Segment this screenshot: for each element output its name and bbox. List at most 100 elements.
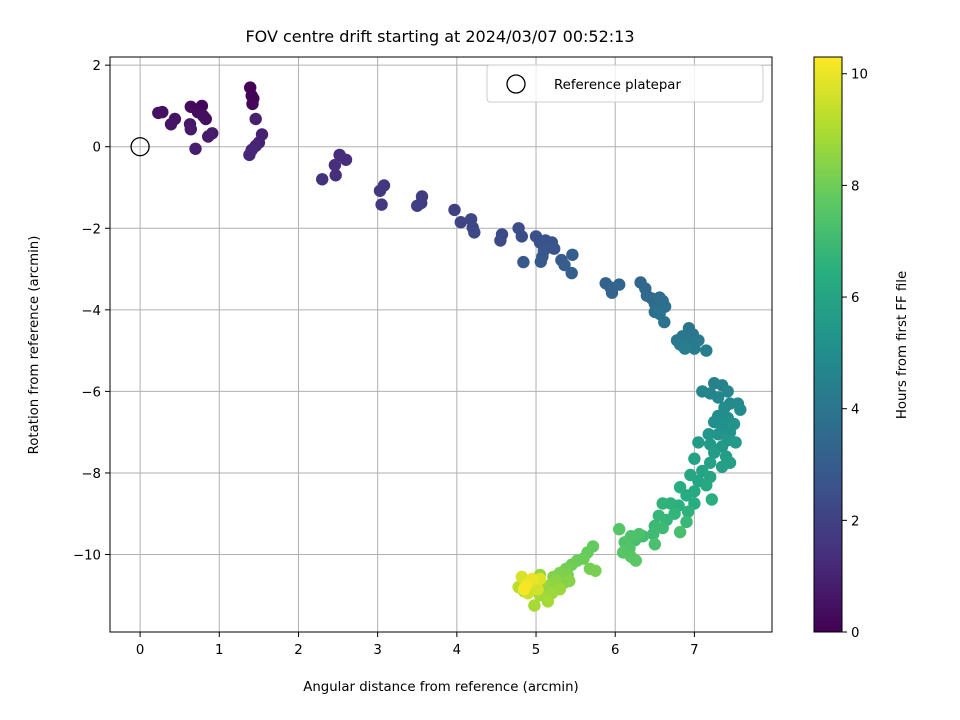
- y-tick-label: −10: [73, 549, 101, 564]
- data-point: [681, 505, 695, 518]
- data-point: [647, 527, 660, 541]
- data-point: [605, 286, 619, 299]
- y-tick-label: 0: [93, 141, 101, 156]
- data-point: [589, 564, 602, 577]
- data-point: [339, 153, 353, 166]
- data-point: [648, 538, 661, 551]
- x-axis: 0 1 2 3 4 5 6 7: [136, 632, 699, 658]
- data-point: [688, 342, 701, 355]
- x-tick-label: 3: [373, 643, 381, 658]
- data-point: [652, 509, 665, 522]
- data-point: [673, 525, 687, 539]
- data-point: [448, 203, 461, 217]
- y-tick-label: −8: [81, 467, 101, 482]
- data-point: [566, 248, 579, 261]
- data-point: [558, 258, 571, 272]
- data-point: [565, 266, 578, 280]
- data-point: [705, 493, 718, 506]
- data-point: [563, 574, 576, 588]
- grid: [110, 57, 772, 632]
- chart-title: FOV centre drift starting at 2024/03/07 …: [245, 27, 634, 46]
- data-point: [704, 456, 717, 469]
- data-point: [184, 123, 197, 136]
- data-point: [700, 479, 713, 492]
- data-point: [329, 169, 342, 182]
- x-axis-title: Angular distance from reference (arcmin): [303, 680, 578, 695]
- x-tick-label: 5: [532, 643, 540, 658]
- colorbar: 0 2 4 6 8 10 Hours from first FF file: [813, 56, 910, 641]
- x-tick-label: 0: [136, 643, 144, 658]
- x-tick-label: 4: [453, 643, 461, 658]
- data-point: [712, 428, 725, 441]
- data-point: [528, 599, 541, 612]
- data-point: [454, 216, 467, 229]
- colorbar-tick-label: 10: [851, 68, 868, 83]
- data-point: [629, 554, 642, 567]
- data-point: [531, 583, 544, 596]
- colorbar-gradient: [814, 57, 842, 632]
- data-point: [246, 97, 259, 111]
- colorbar-tick-label: 6: [851, 291, 859, 306]
- data-point: [517, 583, 531, 596]
- data-point: [152, 106, 165, 120]
- y-axis-title: Rotation from reference (arcmin): [27, 236, 42, 455]
- y-tick-label: −2: [81, 222, 101, 237]
- data-point: [613, 278, 626, 291]
- data-point: [189, 142, 202, 155]
- colorbar-tick-label: 4: [851, 403, 859, 418]
- data-point: [688, 452, 701, 465]
- legend-label: Reference platepar: [554, 78, 681, 93]
- data-point: [411, 199, 424, 212]
- x-tick-label: 6: [611, 643, 619, 658]
- data-point: [548, 242, 561, 255]
- colorbar-tick-label: 8: [851, 179, 859, 194]
- data-point: [656, 521, 669, 535]
- data-point: [680, 515, 693, 529]
- data-point: [202, 130, 215, 143]
- data-point: [734, 403, 747, 416]
- plot-frame: [109, 56, 773, 633]
- data-point: [702, 428, 715, 441]
- data-point: [700, 344, 713, 357]
- colorbar-frame: [813, 56, 843, 633]
- legend: Reference platepar: [486, 64, 764, 103]
- data-point: [164, 118, 178, 131]
- data-point: [673, 481, 687, 494]
- legend-open-circle-icon: [506, 74, 526, 94]
- y-axis: 2 0 −2 −4 −6 −8 −10: [73, 59, 110, 564]
- data-point: [658, 315, 671, 329]
- data-point: [712, 391, 725, 404]
- y-tick-label: −6: [81, 385, 101, 400]
- reference-platepar-point: [130, 137, 150, 157]
- y-tick-label: −4: [81, 304, 101, 319]
- y-tick-label: 2: [93, 59, 101, 74]
- data-point: [515, 230, 528, 243]
- data-point: [316, 173, 329, 186]
- data-point: [243, 148, 256, 162]
- x-tick-label: 7: [690, 643, 698, 658]
- data-point: [656, 497, 669, 510]
- data-point: [721, 385, 734, 398]
- legend-box: [486, 64, 764, 103]
- colorbar-tick-label: 0: [851, 626, 859, 641]
- data-point: [678, 342, 692, 355]
- data-point: [613, 523, 626, 536]
- data-point: [328, 158, 342, 172]
- data-point: [684, 468, 697, 482]
- colorbar-label: Hours from first FF file: [895, 271, 910, 419]
- reference-marker: [130, 137, 150, 157]
- x-tick-label: 1: [215, 643, 223, 658]
- data-point: [373, 184, 387, 197]
- data-point: [692, 436, 705, 449]
- data-points: [152, 81, 747, 612]
- colorbar-tick-label: 2: [851, 514, 859, 529]
- data-point: [517, 255, 530, 269]
- colorbar-ticks: 0 2 4 6 8 10: [842, 68, 868, 641]
- data-point: [375, 198, 388, 211]
- data-point: [708, 446, 721, 459]
- data-point: [715, 460, 729, 473]
- x-tick-label: 2: [294, 643, 302, 658]
- data-point: [534, 255, 547, 268]
- data-point: [199, 112, 212, 126]
